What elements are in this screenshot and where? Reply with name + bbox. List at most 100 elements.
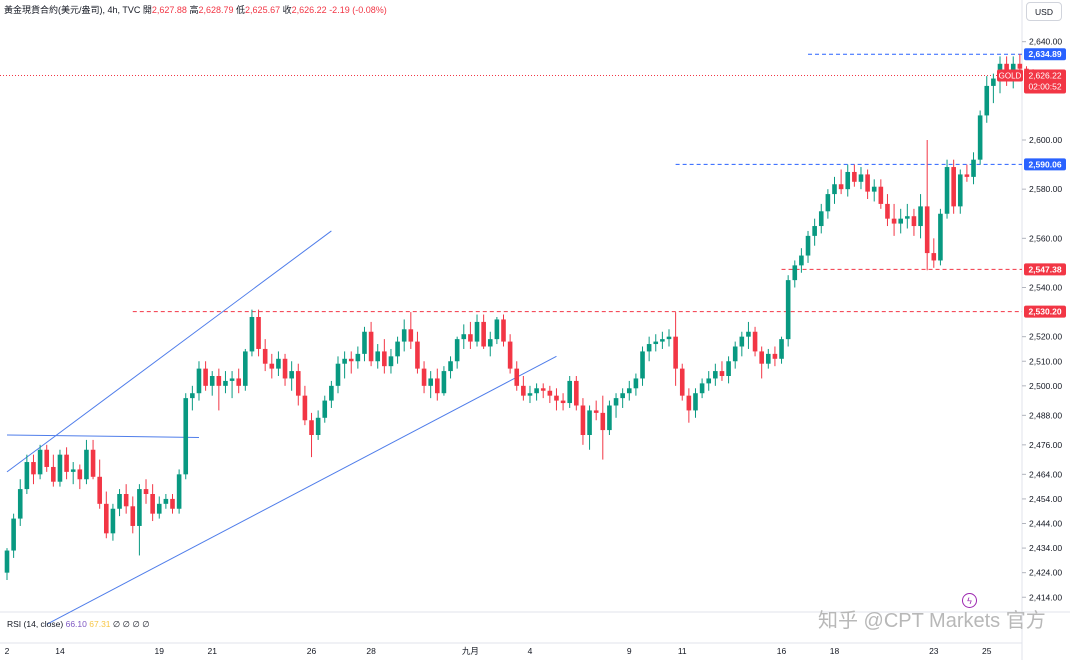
candle	[104, 491, 109, 539]
high-value: 2,628.79	[198, 5, 234, 15]
candle-body	[957, 174, 963, 207]
open-label: 開	[142, 5, 152, 15]
candle	[679, 363, 685, 401]
candle-body	[1017, 63, 1023, 69]
lightning-icon[interactable]: ϟ	[962, 593, 977, 608]
x-tick-label: 九月	[462, 646, 479, 656]
candle	[521, 376, 526, 401]
candle-body	[646, 344, 652, 352]
candle-body	[673, 336, 678, 369]
candle	[368, 321, 374, 367]
candle	[957, 169, 963, 214]
candle-body	[501, 319, 506, 342]
candle-body	[236, 378, 241, 386]
candle	[190, 385, 195, 411]
close-value: 2,626.22	[291, 5, 327, 15]
low-label: 低	[236, 5, 246, 15]
candle-body	[792, 265, 798, 281]
candle-body	[183, 398, 189, 475]
candle-body	[567, 380, 572, 404]
candle	[262, 339, 268, 372]
candle	[117, 489, 122, 517]
candle	[938, 208, 943, 266]
candle-body	[474, 321, 480, 342]
candle	[474, 314, 480, 347]
candle-body	[269, 363, 275, 369]
candle	[203, 361, 208, 391]
candle	[686, 388, 692, 423]
candle	[878, 179, 884, 209]
candle-body	[931, 253, 937, 261]
candle-body	[117, 494, 122, 509]
candle-body	[732, 346, 738, 362]
candle	[156, 496, 162, 519]
candle	[289, 361, 294, 391]
candle-body	[514, 368, 520, 386]
candle-body	[660, 339, 665, 342]
candle-body	[322, 400, 328, 418]
candle-body	[878, 186, 884, 204]
candle	[732, 341, 738, 369]
candle	[11, 513, 16, 558]
candle	[911, 208, 917, 236]
level-label: 2,590.06	[1024, 158, 1066, 171]
candle	[587, 405, 592, 450]
level-label-bg	[1024, 263, 1066, 276]
candle-body	[865, 174, 870, 192]
candle	[77, 464, 83, 490]
symbol-tag-text: GOLD	[999, 72, 1022, 81]
candle	[487, 331, 493, 357]
currency-button[interactable]: USD	[1026, 2, 1062, 21]
high-label: 高	[189, 5, 199, 15]
candle-body	[44, 449, 50, 467]
candle	[752, 326, 758, 357]
candle-body	[4, 550, 10, 573]
candle	[898, 208, 903, 234]
candle	[24, 454, 30, 494]
candle	[918, 194, 923, 239]
candle	[547, 385, 553, 404]
candle-body	[229, 378, 235, 381]
candle-body	[905, 216, 910, 219]
candle	[944, 159, 950, 219]
candle-body	[468, 334, 473, 342]
candle	[759, 346, 764, 379]
candle-body	[395, 341, 400, 357]
candle	[342, 351, 347, 379]
candle	[176, 469, 182, 514]
candle	[454, 336, 460, 369]
candle	[818, 203, 824, 234]
candle	[779, 336, 784, 364]
candle	[90, 439, 96, 480]
candle	[885, 194, 890, 227]
candle-body	[540, 388, 546, 391]
candle-body	[759, 351, 764, 364]
candle	[428, 371, 433, 399]
candle-body	[190, 393, 195, 399]
candle-body	[779, 339, 784, 359]
candle	[792, 260, 798, 288]
candle	[249, 309, 255, 357]
candle-body	[487, 339, 493, 347]
y-tick-label: 2,600.00	[1029, 135, 1062, 145]
candle-body	[130, 506, 136, 526]
candle	[229, 371, 235, 399]
candle-body	[766, 353, 771, 364]
candle	[964, 164, 970, 182]
level-label-bg	[1024, 48, 1066, 61]
candle-body	[302, 395, 308, 421]
candle	[984, 76, 990, 123]
candle-body	[448, 361, 453, 372]
candle	[540, 383, 546, 399]
candle-body	[196, 368, 202, 394]
candle	[84, 439, 89, 485]
candle	[150, 484, 155, 522]
candle	[421, 361, 427, 394]
candle	[858, 167, 864, 190]
candle	[560, 393, 566, 411]
y-tick-label: 2,424.00	[1029, 568, 1062, 578]
candle	[236, 368, 241, 394]
level-label-bg	[1024, 158, 1066, 171]
candle	[699, 378, 705, 399]
